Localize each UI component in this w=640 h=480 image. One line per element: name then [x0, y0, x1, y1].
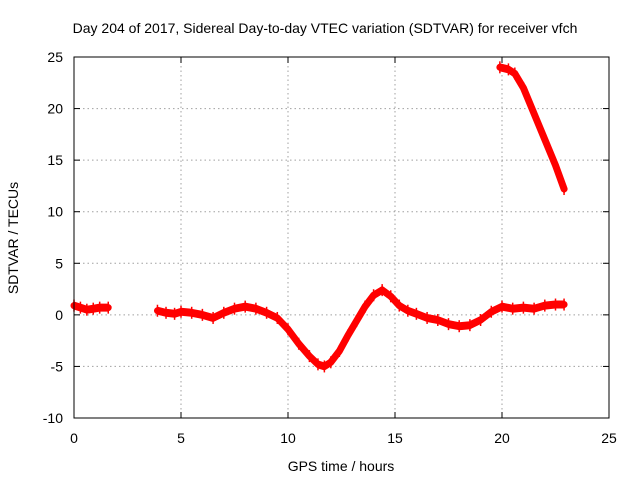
y-tick-label: -5	[51, 358, 64, 374]
y-tick-label: 0	[55, 307, 63, 323]
chart-title: Day 204 of 2017, Sidereal Day-to-day VTE…	[73, 20, 578, 36]
axis-ticks	[73, 56, 610, 419]
x-axis-title: GPS time / hours	[288, 458, 395, 474]
grid	[74, 57, 609, 418]
y-tick-label: 15	[47, 152, 63, 168]
plot-frame	[73, 56, 610, 419]
y-axis-title: SDTVAR / TECUs	[5, 182, 21, 294]
series-segment-main-upper	[156, 286, 566, 365]
y-tick-label: 25	[47, 49, 63, 65]
y-tick-label: 20	[47, 101, 63, 117]
series-segment-main-band	[154, 286, 568, 370]
series-segment-early-lower	[73, 307, 110, 314]
x-tick-label: 25	[601, 430, 617, 446]
series-segment-late-band	[496, 63, 568, 193]
y-tick-labels: -10 -5 0 5 10 15 20 25	[43, 49, 63, 426]
x-tick-label: 0	[70, 430, 78, 446]
data-series	[70, 61, 568, 373]
x-tick-label: 15	[387, 430, 403, 446]
y-tick-label: 10	[47, 204, 63, 220]
series-segment-early-band	[70, 302, 112, 314]
x-tick-label: 20	[494, 430, 510, 446]
y-tick-label: 5	[55, 255, 63, 271]
x-tick-label: 5	[177, 430, 185, 446]
x-tick-label: 10	[280, 430, 296, 446]
series-segment-late-lower	[498, 69, 566, 193]
series-segment-early-upper	[73, 301, 110, 308]
x-tick-labels: 0 5 10 15 20 25	[70, 430, 617, 446]
series-segment-late-upper	[498, 63, 566, 187]
y-tick-label: -10	[43, 410, 63, 426]
